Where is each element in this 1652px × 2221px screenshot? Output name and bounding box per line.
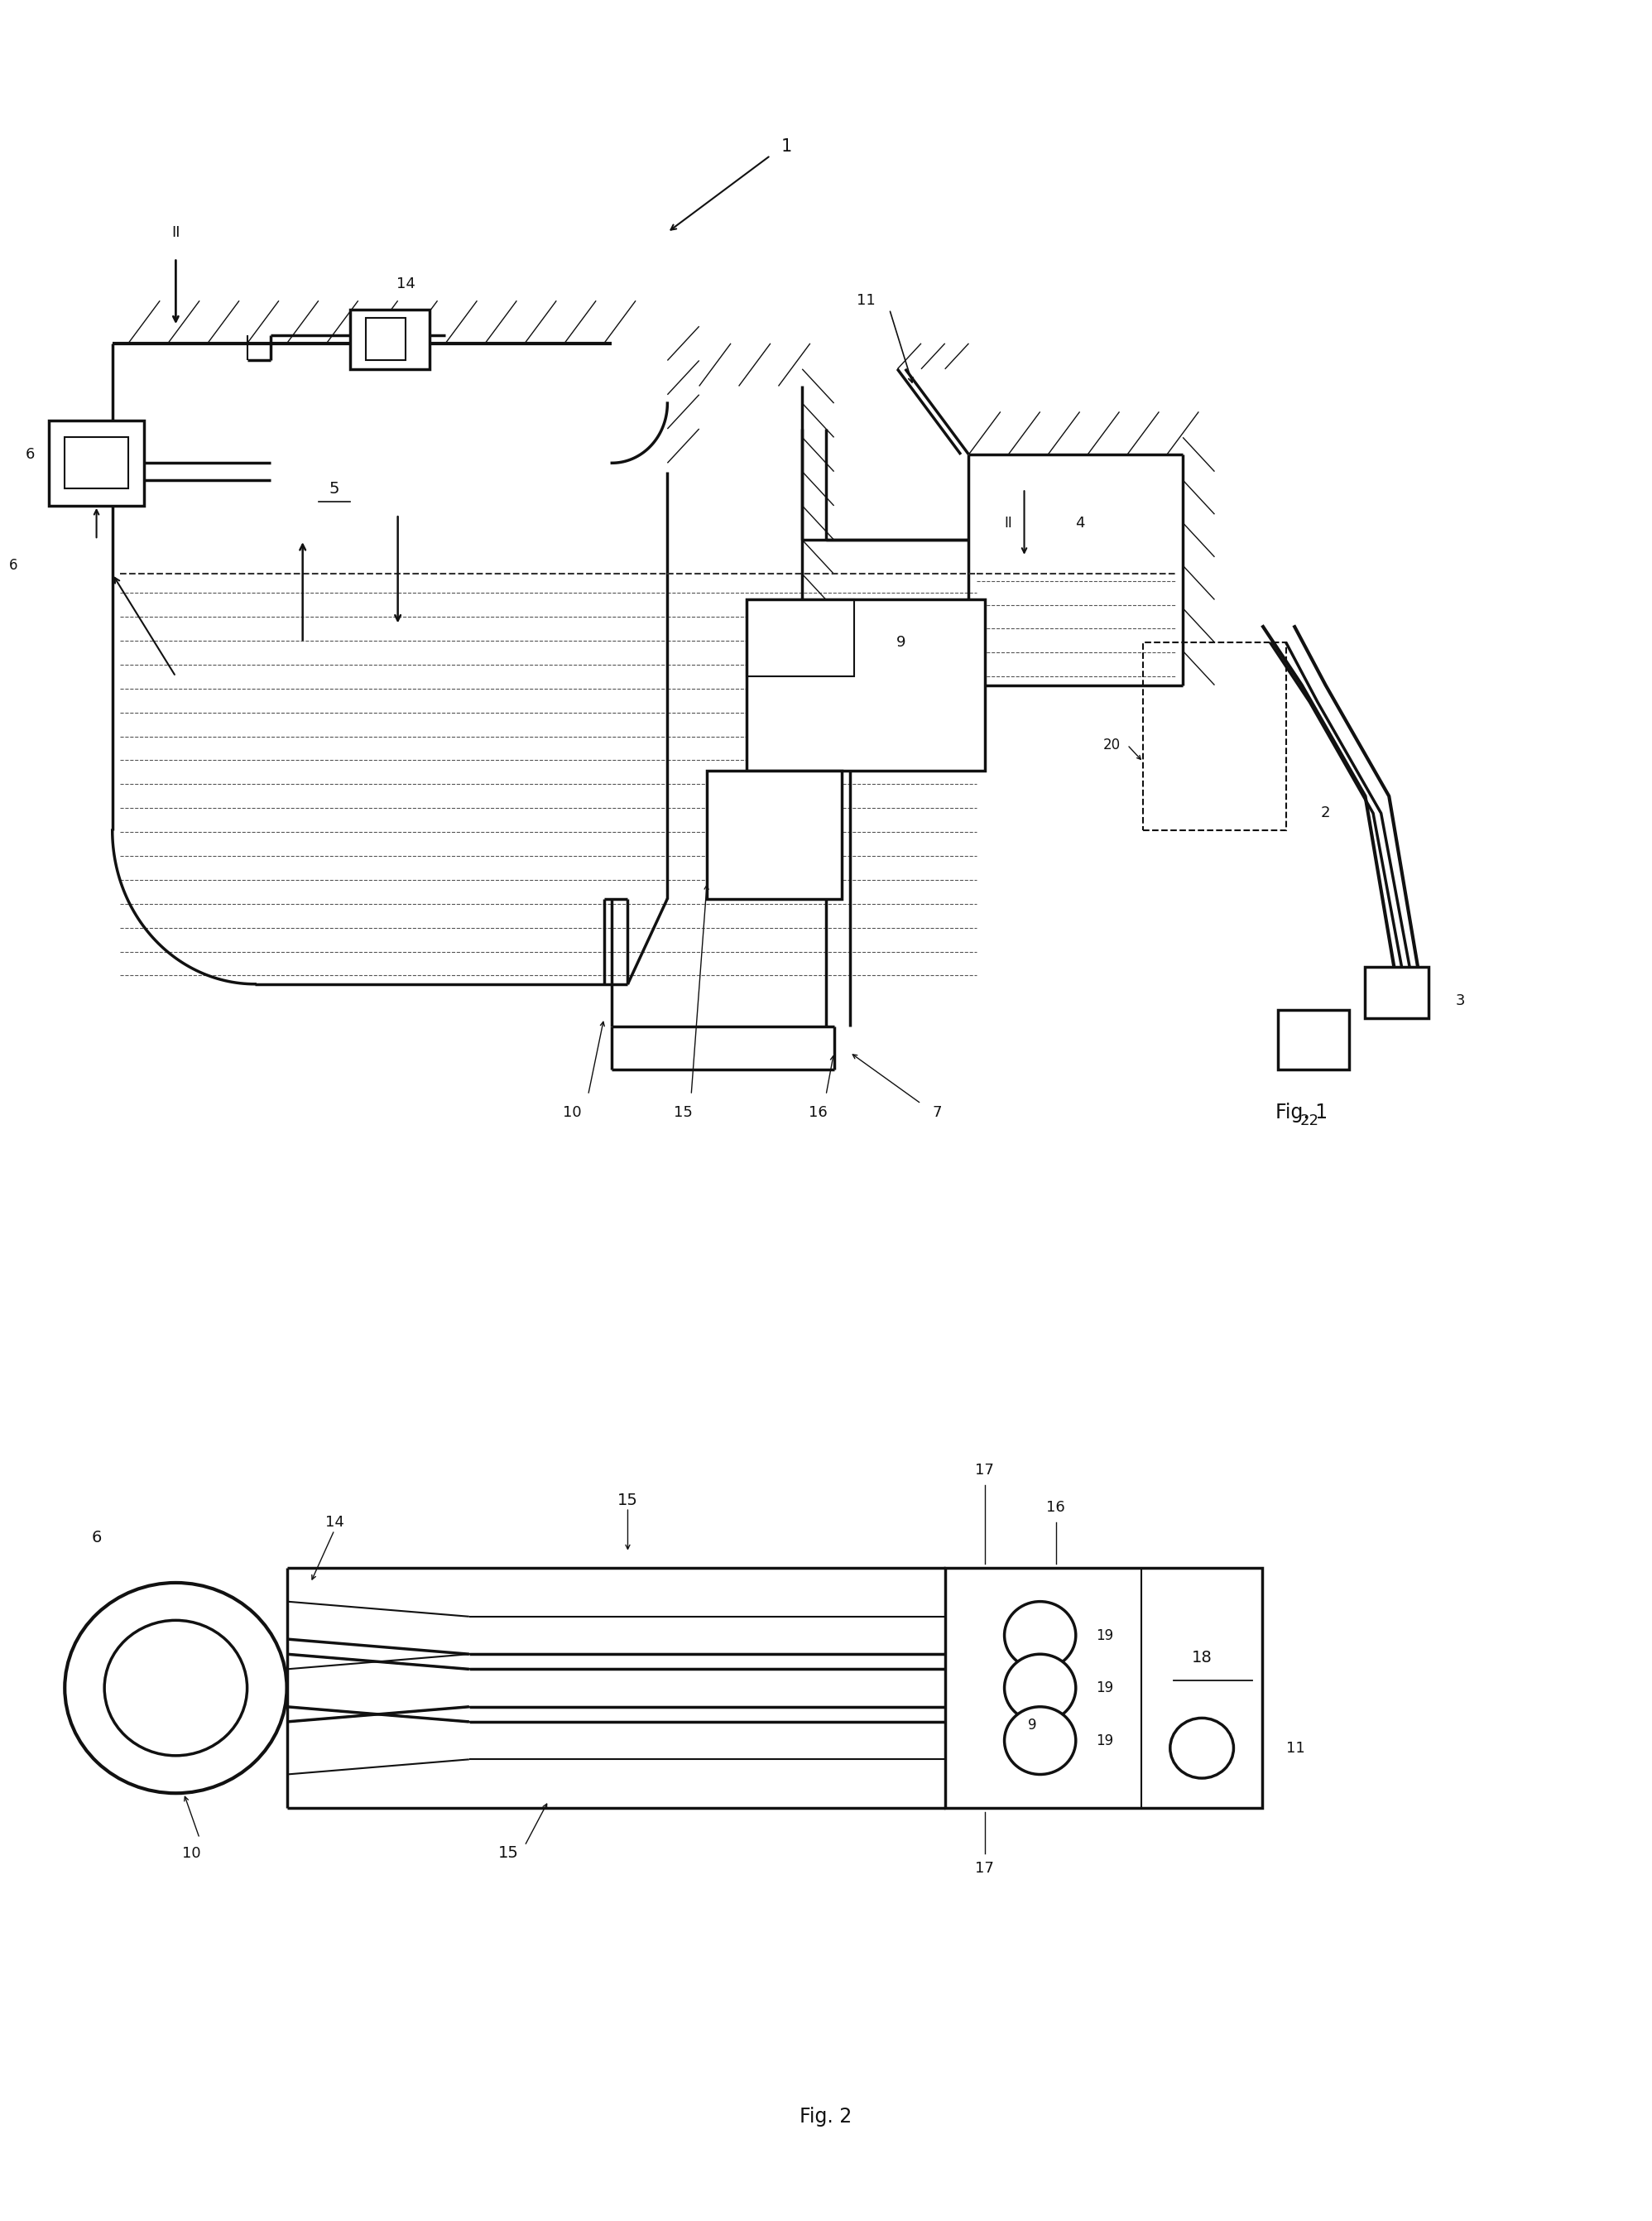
Bar bbox=[350, 309, 430, 369]
Bar bbox=[707, 771, 843, 900]
Circle shape bbox=[1004, 1655, 1075, 1721]
Circle shape bbox=[104, 1621, 248, 1755]
Text: 19: 19 bbox=[1095, 1681, 1113, 1695]
Text: 16: 16 bbox=[1047, 1499, 1066, 1515]
Text: II: II bbox=[1004, 515, 1013, 531]
Text: 17: 17 bbox=[975, 1461, 995, 1477]
Text: Fig. 2: Fig. 2 bbox=[800, 2106, 852, 2125]
Circle shape bbox=[1170, 1719, 1234, 1779]
Bar bbox=[1365, 966, 1429, 1017]
Text: 10: 10 bbox=[563, 1104, 582, 1119]
Text: 14: 14 bbox=[396, 275, 415, 291]
Text: 6: 6 bbox=[25, 446, 35, 462]
Text: 6: 6 bbox=[10, 557, 18, 573]
Bar bbox=[64, 438, 129, 489]
Text: 4: 4 bbox=[1075, 515, 1084, 531]
Circle shape bbox=[1004, 1706, 1075, 1775]
Text: 15: 15 bbox=[674, 1104, 692, 1119]
Text: 11: 11 bbox=[1285, 1741, 1305, 1755]
Text: 18: 18 bbox=[1191, 1650, 1213, 1666]
Bar bbox=[945, 1568, 1262, 1808]
Text: 19: 19 bbox=[1095, 1732, 1113, 1748]
Text: 1: 1 bbox=[781, 138, 791, 155]
Text: 3: 3 bbox=[1455, 993, 1465, 1008]
Bar bbox=[367, 318, 406, 360]
Text: 11: 11 bbox=[856, 293, 876, 309]
Text: 5: 5 bbox=[329, 480, 340, 498]
Text: II: II bbox=[172, 224, 180, 240]
Text: 6: 6 bbox=[91, 1530, 101, 1546]
Text: 7: 7 bbox=[932, 1104, 942, 1119]
Text: 15: 15 bbox=[618, 1493, 638, 1508]
Bar bbox=[747, 600, 854, 677]
Text: 20: 20 bbox=[1104, 737, 1120, 753]
Text: 2: 2 bbox=[1322, 806, 1330, 822]
Text: 19: 19 bbox=[1095, 1628, 1113, 1644]
Text: 9: 9 bbox=[897, 635, 905, 651]
Text: Fig. 1: Fig. 1 bbox=[1275, 1102, 1328, 1122]
Text: 9: 9 bbox=[1028, 1719, 1036, 1732]
Text: 22: 22 bbox=[1300, 1113, 1320, 1128]
Circle shape bbox=[64, 1584, 287, 1792]
Bar bbox=[50, 420, 144, 506]
Text: 14: 14 bbox=[325, 1515, 344, 1530]
Bar bbox=[1143, 642, 1285, 831]
Text: 15: 15 bbox=[499, 1846, 519, 1861]
Bar bbox=[1279, 1011, 1350, 1071]
Text: 17: 17 bbox=[975, 1861, 995, 1877]
Text: 10: 10 bbox=[182, 1846, 202, 1861]
Bar bbox=[747, 600, 985, 771]
Circle shape bbox=[1004, 1601, 1075, 1670]
Text: 16: 16 bbox=[809, 1104, 828, 1119]
